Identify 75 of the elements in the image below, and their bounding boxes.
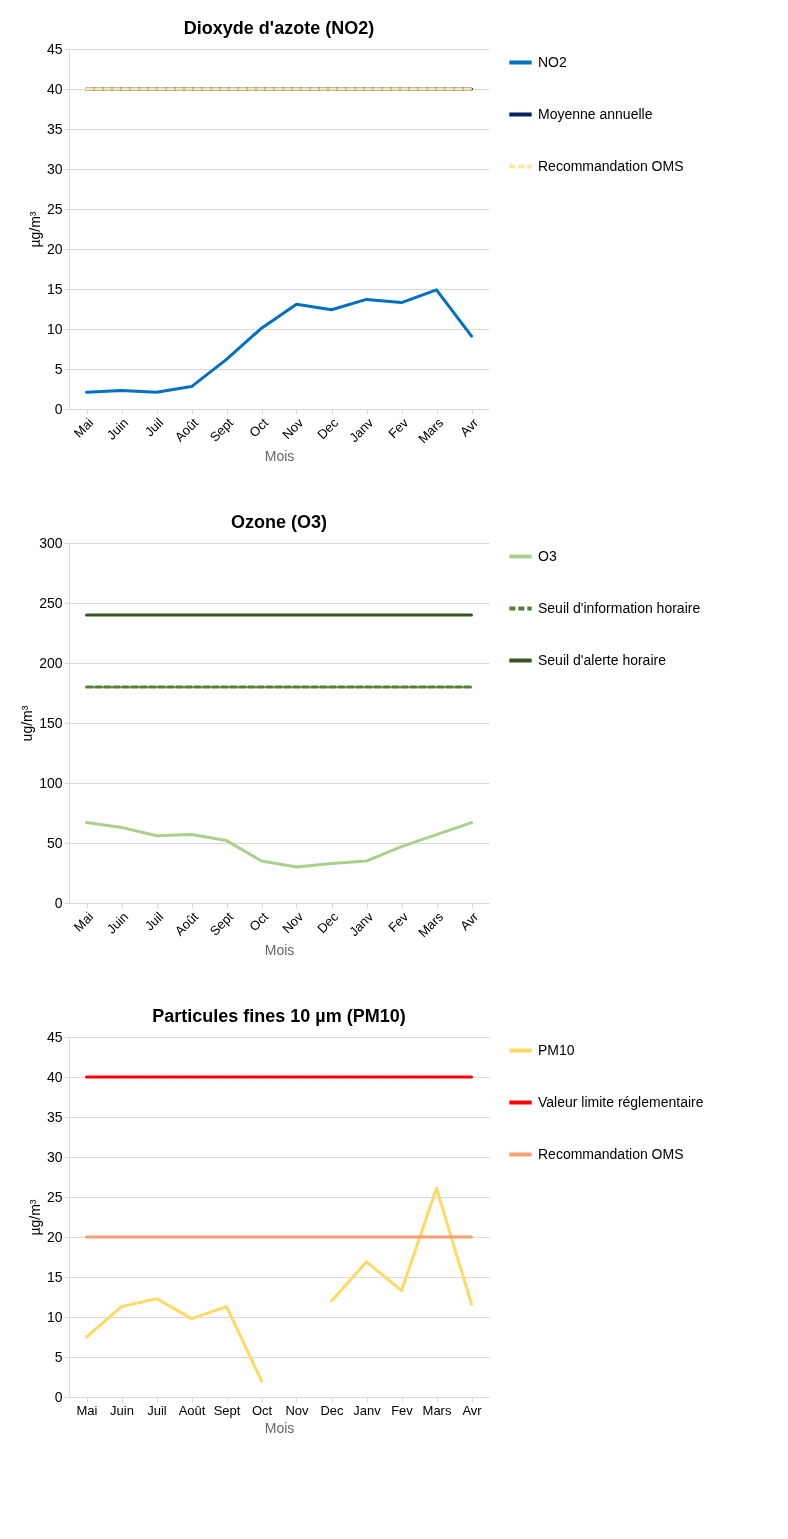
y-tick-label: 40 xyxy=(46,80,63,97)
y-tick-label: 10 xyxy=(46,320,63,337)
x-tick-label: Juil xyxy=(147,1402,167,1418)
x-tick-label: Dec xyxy=(314,414,342,443)
y-tick-label: 25 xyxy=(46,1188,63,1205)
y-tick-label: 25 xyxy=(46,200,63,217)
legend-label: Valeur limite réglementaire xyxy=(538,1093,704,1110)
y-axis-title: ug/m³ xyxy=(19,705,36,742)
y-tick-label: 10 xyxy=(46,1308,63,1325)
x-tick-label: Sept xyxy=(206,414,237,445)
y-tick-label: 40 xyxy=(46,1068,63,1085)
x-tick-label: Fev xyxy=(391,1402,414,1418)
y-tick-label: 20 xyxy=(46,240,63,257)
x-tick-label: Fev xyxy=(385,414,412,442)
x-tick-label: Juil xyxy=(141,909,167,934)
y-tick-label: 35 xyxy=(46,120,63,137)
x-tick-label: Sept xyxy=(213,1402,241,1418)
x-tick-label: Juin xyxy=(103,415,132,443)
x-tick-label: Nov xyxy=(279,908,307,937)
legend-label: Recommandation OMS xyxy=(538,157,684,174)
y-tick-label: 5 xyxy=(54,1348,63,1365)
x-tick-label: Mai xyxy=(70,415,97,441)
y-tick-label: 150 xyxy=(39,714,63,731)
x-tick-label: Oct xyxy=(251,1402,273,1418)
x-axis-title: Mois xyxy=(264,942,295,959)
y-tick-label: 15 xyxy=(46,1268,63,1285)
y-tick-label: 15 xyxy=(46,280,63,297)
chart-title: Particules fines 10 µm (PM10) xyxy=(152,1006,406,1026)
y-tick-label: 250 xyxy=(39,594,63,611)
x-tick-label: Mars xyxy=(422,1402,452,1418)
y-tick-label: 50 xyxy=(46,834,63,851)
x-tick-label: Juin xyxy=(110,1402,134,1418)
x-tick-label: Janv xyxy=(353,1402,382,1418)
y-tick-label: 30 xyxy=(46,1148,63,1165)
y-tick-label: 35 xyxy=(46,1108,63,1125)
y-tick-label: 5 xyxy=(54,360,63,377)
chart-title: Dioxyde d'azote (NO2) xyxy=(183,18,375,38)
x-tick-label: Août xyxy=(178,1402,206,1418)
x-tick-label: Nov xyxy=(279,414,307,443)
x-tick-label: Avr xyxy=(456,414,482,440)
legend-label: O3 xyxy=(538,547,557,564)
x-tick-label: Fev xyxy=(385,908,412,936)
legend-label: Seuil d'alerte horaire xyxy=(538,651,667,668)
y-axis-title: µg/m³ xyxy=(26,1199,43,1236)
legend-label: PM10 xyxy=(538,1041,575,1058)
x-tick-label: Nov xyxy=(285,1402,310,1418)
x-tick-label: Avr xyxy=(456,908,482,934)
chart-title: Ozone (O3) xyxy=(230,512,328,532)
x-tick-label: Avr xyxy=(462,1402,483,1418)
y-axis-title: µg/m³ xyxy=(26,211,43,248)
x-axis-title: Mois xyxy=(264,448,295,465)
y-tick-label: 20 xyxy=(46,1228,63,1245)
y-tick-label: 45 xyxy=(46,40,63,57)
y-tick-label: 0 xyxy=(54,400,63,417)
x-tick-label: Mai xyxy=(70,909,97,935)
legend-label: Recommandation OMS xyxy=(538,1145,684,1162)
legend-label: Seuil d'information horaire xyxy=(538,599,701,616)
y-tick-label: 100 xyxy=(39,774,63,791)
legend-label: NO2 xyxy=(538,53,567,70)
x-tick-label: Dec xyxy=(320,1402,345,1418)
x-axis-title: Mois xyxy=(264,1419,295,1436)
y-tick-label: 0 xyxy=(54,1388,63,1405)
y-tick-label: 300 xyxy=(39,534,63,551)
x-tick-label: Juil xyxy=(141,415,167,440)
x-tick-label: Oct xyxy=(246,414,272,440)
x-tick-label: Oct xyxy=(246,908,272,934)
x-tick-label: Mai xyxy=(76,1402,98,1418)
y-tick-label: 45 xyxy=(46,1028,63,1045)
x-tick-label: Juin xyxy=(103,909,132,937)
x-tick-label: Sept xyxy=(206,908,237,939)
y-tick-label: 30 xyxy=(46,160,63,177)
y-tick-label: 0 xyxy=(54,894,63,911)
legend-label: Moyenne annuelle xyxy=(538,105,653,122)
x-tick-label: Dec xyxy=(314,908,342,937)
y-tick-label: 200 xyxy=(39,654,63,671)
